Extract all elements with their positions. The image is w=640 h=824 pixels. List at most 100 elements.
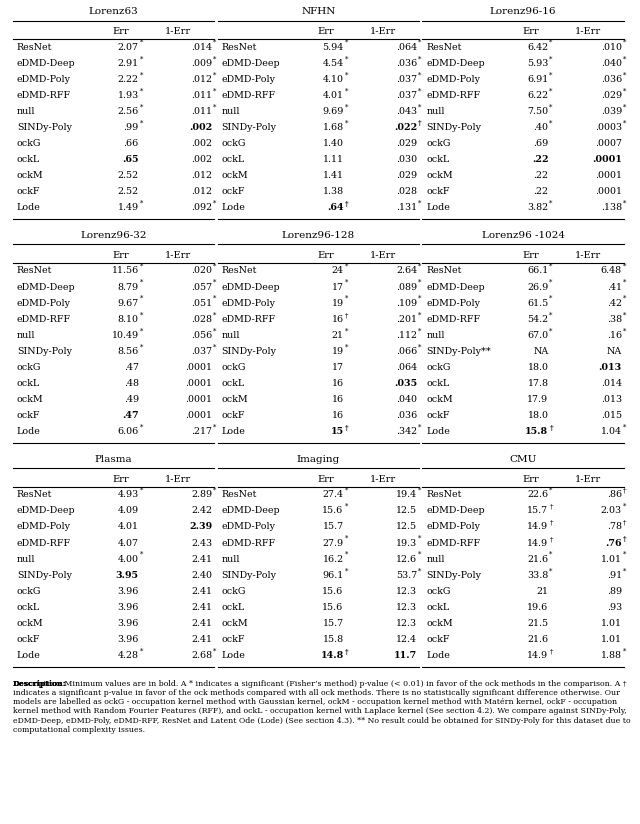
Text: Err: Err xyxy=(317,27,334,36)
Text: *: * xyxy=(549,200,553,208)
Text: .036: .036 xyxy=(601,75,622,84)
Text: *: * xyxy=(549,311,553,319)
Text: ResNet: ResNet xyxy=(17,266,52,275)
Text: .057: .057 xyxy=(191,283,212,292)
Text: *: * xyxy=(344,263,348,271)
Text: ockL: ockL xyxy=(17,379,40,388)
Text: 2.03: 2.03 xyxy=(601,507,622,515)
Text: SINDy-Poly: SINDy-Poly xyxy=(426,123,481,132)
Text: Lorenz96-16: Lorenz96-16 xyxy=(490,7,556,16)
Text: *: * xyxy=(549,263,553,271)
Text: .022: .022 xyxy=(394,123,417,132)
Text: 4.01: 4.01 xyxy=(323,91,344,100)
Text: 15.6: 15.6 xyxy=(323,603,344,612)
Text: 17: 17 xyxy=(332,363,344,372)
Text: †: † xyxy=(623,487,627,494)
Text: 10.49: 10.49 xyxy=(111,330,139,339)
Text: *: * xyxy=(623,648,627,656)
Text: .0003: .0003 xyxy=(595,123,622,132)
Text: SINDy-Poly: SINDy-Poly xyxy=(17,123,72,132)
Text: *: * xyxy=(140,103,143,111)
Text: ResNet: ResNet xyxy=(17,490,52,499)
Text: .99: .99 xyxy=(124,123,139,132)
Text: .036: .036 xyxy=(396,59,417,68)
Text: Imaging: Imaging xyxy=(297,455,340,464)
Text: *: * xyxy=(213,71,217,79)
Text: †: † xyxy=(344,311,348,319)
Text: eDMD-Poly: eDMD-Poly xyxy=(426,298,481,307)
Text: *: * xyxy=(140,39,143,47)
Text: eDMD-Deep: eDMD-Deep xyxy=(17,59,76,68)
Text: 21: 21 xyxy=(536,587,548,596)
Text: .010: .010 xyxy=(601,43,622,52)
Text: 96.1: 96.1 xyxy=(323,571,344,579)
Text: .16: .16 xyxy=(607,330,622,339)
Text: 12.3: 12.3 xyxy=(396,619,417,628)
Text: 8.79: 8.79 xyxy=(118,283,139,292)
Text: 12.3: 12.3 xyxy=(396,587,417,596)
Text: .47: .47 xyxy=(124,363,139,372)
Text: *: * xyxy=(418,487,422,494)
Text: 16.2: 16.2 xyxy=(323,555,344,564)
Text: 19.6: 19.6 xyxy=(527,603,548,612)
Text: .029: .029 xyxy=(396,171,417,180)
Text: .89: .89 xyxy=(607,587,622,596)
Text: ResNet: ResNet xyxy=(221,490,257,499)
Text: 3.95: 3.95 xyxy=(116,571,139,579)
Text: 1.01: 1.01 xyxy=(601,635,622,644)
Text: *: * xyxy=(344,487,348,494)
Text: *: * xyxy=(140,424,143,432)
Text: 1.38: 1.38 xyxy=(323,187,344,196)
Text: 1.01: 1.01 xyxy=(601,555,622,564)
Text: 1-Err: 1-Err xyxy=(165,475,191,484)
Text: 14.9: 14.9 xyxy=(527,651,548,660)
Text: .0001: .0001 xyxy=(595,171,622,180)
Text: .037: .037 xyxy=(396,75,417,84)
Text: 12.3: 12.3 xyxy=(396,603,417,612)
Text: .65: .65 xyxy=(122,155,139,164)
Text: .009: .009 xyxy=(191,59,212,68)
Text: .131: .131 xyxy=(396,204,417,213)
Text: *: * xyxy=(213,55,217,63)
Text: 27.4: 27.4 xyxy=(323,490,344,499)
Text: .064: .064 xyxy=(396,363,417,372)
Text: 16: 16 xyxy=(332,411,344,420)
Text: Lode: Lode xyxy=(426,651,451,660)
Text: SINDy-Poly: SINDy-Poly xyxy=(17,571,72,579)
Text: 2.43: 2.43 xyxy=(191,539,212,547)
Text: Plasma: Plasma xyxy=(95,455,132,464)
Text: ResNet: ResNet xyxy=(221,266,257,275)
Text: NFHN: NFHN xyxy=(301,7,335,16)
Text: eDMD-RFF: eDMD-RFF xyxy=(426,539,481,547)
Text: 4.28: 4.28 xyxy=(118,651,139,660)
Text: Lorenz96-32: Lorenz96-32 xyxy=(81,232,147,241)
Text: null: null xyxy=(221,330,240,339)
Text: 1.49: 1.49 xyxy=(118,204,139,213)
Text: *: * xyxy=(140,200,143,208)
Text: .013: .013 xyxy=(599,363,622,372)
Text: 61.5: 61.5 xyxy=(527,298,548,307)
Text: .78: .78 xyxy=(607,522,622,531)
Text: .040: .040 xyxy=(396,395,417,404)
Text: .029: .029 xyxy=(396,139,417,148)
Text: 15.8: 15.8 xyxy=(525,427,548,436)
Text: 9.69: 9.69 xyxy=(322,107,344,116)
Text: ockF: ockF xyxy=(221,411,245,420)
Text: *: * xyxy=(549,119,553,128)
Text: ockL: ockL xyxy=(17,155,40,164)
Text: eDMD-Poly: eDMD-Poly xyxy=(426,522,481,531)
Text: *: * xyxy=(549,487,553,494)
Text: *: * xyxy=(344,535,348,543)
Text: *: * xyxy=(140,551,143,559)
Text: .138: .138 xyxy=(601,204,622,213)
Text: *: * xyxy=(623,327,627,335)
Text: null: null xyxy=(426,107,445,116)
Text: 1.41: 1.41 xyxy=(323,171,344,180)
Text: *: * xyxy=(213,327,217,335)
Text: .029: .029 xyxy=(601,91,622,100)
Text: 54.2: 54.2 xyxy=(527,315,548,324)
Text: *: * xyxy=(418,567,422,575)
Text: *: * xyxy=(549,551,553,559)
Text: 1.01: 1.01 xyxy=(601,619,622,628)
Text: .028: .028 xyxy=(191,315,212,324)
